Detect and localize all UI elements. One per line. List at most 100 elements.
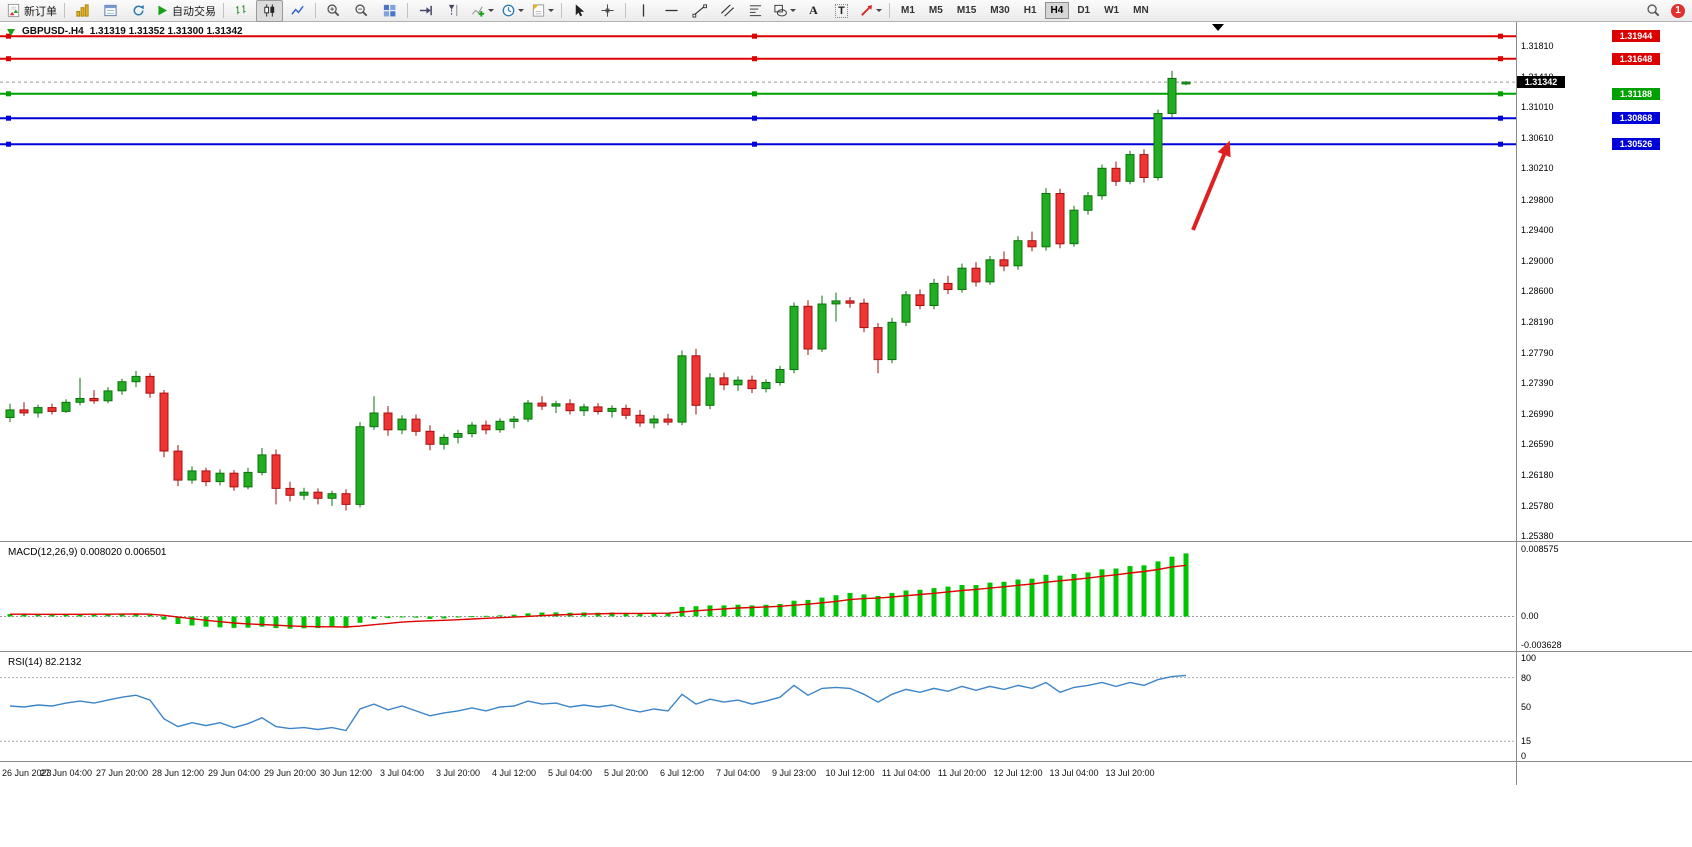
indicators-button[interactable] xyxy=(468,0,497,22)
templates-button[interactable] xyxy=(528,0,557,22)
crosshair-button[interactable] xyxy=(594,0,621,22)
cursor-icon xyxy=(575,4,585,17)
autotrade-button[interactable]: 自动交易 xyxy=(153,0,219,22)
panel-separator[interactable] xyxy=(0,541,1692,542)
chevron-down-icon xyxy=(876,9,882,12)
periods-button[interactable] xyxy=(498,0,527,22)
chart-title: GBPUSD-.H4 1.31319 1.31352 1.31300 1.313… xyxy=(6,26,243,37)
zoom-out-icon xyxy=(355,4,368,17)
hline-1.31944[interactable] xyxy=(0,33,1516,39)
price-axis[interactable]: 1.318101.314101.310101.306101.302101.298… xyxy=(1517,0,1692,847)
axis-label: 1.30210 xyxy=(1521,163,1554,174)
timeframe-button-h4[interactable]: H4 xyxy=(1044,2,1070,19)
axis-label: 1.30610 xyxy=(1521,132,1554,143)
time-label: 30 Jun 12:00 xyxy=(320,768,372,778)
clock-icon xyxy=(502,4,515,17)
chart-shift-button[interactable] xyxy=(440,0,467,22)
data-window-button[interactable] xyxy=(97,0,124,22)
price-tag-1.30868: 1.30868 xyxy=(1612,112,1660,125)
label-button[interactable]: T xyxy=(828,0,855,22)
shapes-button[interactable] xyxy=(770,0,799,22)
arrow-object-icon xyxy=(861,5,872,16)
data-window-icon xyxy=(104,4,117,17)
axis-label: 0.008575 xyxy=(1521,544,1559,554)
rsi-panel[interactable] xyxy=(0,653,1516,761)
timeframe-button-m1[interactable]: M1 xyxy=(901,5,915,16)
symbol-period-label: GBPUSD-.H4 xyxy=(22,26,84,37)
hline-handle xyxy=(6,115,11,121)
toolbar-separator xyxy=(223,3,224,18)
bars-chart-button[interactable] xyxy=(228,0,255,22)
chevron-down-icon xyxy=(548,9,554,12)
shift-marker[interactable] xyxy=(1212,24,1224,31)
timeframe-button-m5[interactable]: M5 xyxy=(928,5,943,16)
axis-label: 1.26180 xyxy=(1521,470,1554,481)
axis-label: 15 xyxy=(1521,736,1532,747)
hline-handle xyxy=(6,33,11,39)
hline-handle xyxy=(752,141,757,147)
indicators-icon xyxy=(472,6,485,17)
time-label: 9 Jul 23:00 xyxy=(772,768,816,778)
macd-panel[interactable] xyxy=(0,543,1516,651)
new-order-icon xyxy=(7,3,20,18)
price-tag-1.30526: 1.30526 xyxy=(1612,138,1660,151)
candlestick-chart-button[interactable] xyxy=(256,0,283,22)
hline-handle xyxy=(6,56,11,62)
timeframe-button-m15[interactable]: M15 xyxy=(956,5,977,16)
tile-windows-button[interactable] xyxy=(376,0,403,22)
axis-label: 1.28600 xyxy=(1521,286,1554,297)
candlestick-icon xyxy=(264,4,275,17)
axis-label: 0 xyxy=(1521,751,1527,761)
axis-label: 1.25780 xyxy=(1521,500,1554,511)
timeframe-button-mn[interactable]: MN xyxy=(1133,5,1149,16)
autotrade-label: 自动交易 xyxy=(172,5,216,18)
autoscroll-icon xyxy=(419,5,432,16)
axis-label: 1.29800 xyxy=(1521,194,1554,205)
fibonacci-button[interactable] xyxy=(742,0,769,22)
hline-handle xyxy=(1498,33,1503,39)
new-order-button[interactable]: 新订单 xyxy=(3,0,60,22)
timeframe-button-h1[interactable]: H1 xyxy=(1023,5,1037,16)
hline-1.31188[interactable] xyxy=(0,91,1516,97)
axis-label: 1.25380 xyxy=(1521,531,1554,542)
channel-button[interactable] xyxy=(714,0,741,22)
hline-1.30868[interactable] xyxy=(0,115,1516,121)
panel-separator[interactable] xyxy=(0,651,1692,652)
arrows-button[interactable] xyxy=(856,0,885,22)
timeframe-button-d1[interactable]: D1 xyxy=(1077,5,1091,16)
hline-1.31648[interactable] xyxy=(0,56,1516,62)
time-label: 11 Jul 20:00 xyxy=(938,768,986,778)
zoom-in-button[interactable] xyxy=(320,0,347,22)
time-label: 3 Jul 20:00 xyxy=(436,768,480,778)
timeframe-button-m30[interactable]: M30 xyxy=(990,5,1010,16)
time-label: 13 Jul 04:00 xyxy=(1049,768,1098,778)
price-chart[interactable] xyxy=(0,22,1516,541)
bar-chart-icon xyxy=(76,4,89,17)
refresh-button[interactable] xyxy=(125,0,152,22)
arrow-annotation[interactable] xyxy=(1191,140,1231,231)
symbol-marker-icon xyxy=(7,28,15,36)
axis-label: 1.31810 xyxy=(1521,41,1554,52)
zoom-out-button[interactable] xyxy=(348,0,375,22)
hline-handle xyxy=(1498,115,1503,121)
autoscroll-button[interactable] xyxy=(412,0,439,22)
axis-border xyxy=(1516,22,1517,785)
cursor-button[interactable] xyxy=(566,0,593,22)
timeframe-button-w1[interactable]: W1 xyxy=(1104,5,1120,16)
shapes-icon xyxy=(774,4,787,17)
text-button[interactable]: A xyxy=(800,0,827,22)
line-chart-button[interactable] xyxy=(284,0,311,22)
charts-button[interactable] xyxy=(69,0,96,22)
trendline-button[interactable] xyxy=(686,0,713,22)
chevron-down-icon xyxy=(488,9,494,12)
hline-handle xyxy=(752,115,757,121)
vertical-line-button[interactable] xyxy=(630,0,657,22)
hline-1.30526[interactable] xyxy=(0,141,1516,147)
toolbar-right-group: 1 xyxy=(1640,0,1689,22)
notifications-badge[interactable]: 1 xyxy=(1671,3,1685,18)
hline-handle xyxy=(752,33,757,39)
horizontal-line-button[interactable] xyxy=(658,0,685,22)
axis-label: 1.29000 xyxy=(1521,255,1554,266)
search-button[interactable] xyxy=(1640,0,1667,22)
